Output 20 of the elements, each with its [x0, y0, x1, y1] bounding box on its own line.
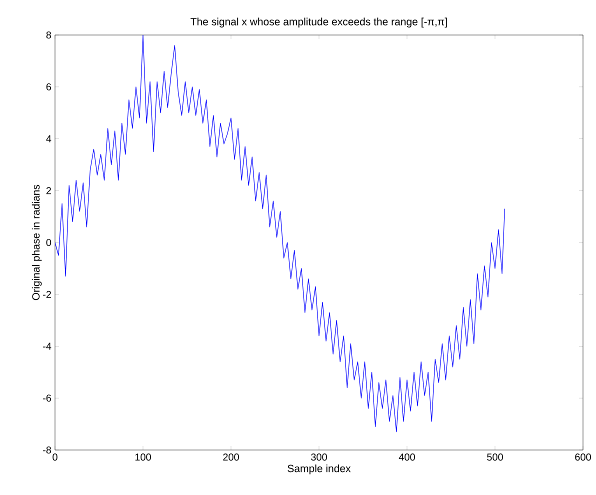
y-tick-label: -6 — [43, 394, 52, 402]
chart-title: The signal x whose amplitude exceeds the range [-π,π] — [190, 18, 447, 28]
y-tick-label: -8 — [43, 446, 52, 454]
line-series — [55, 35, 505, 432]
x-tick-label: 400 — [398, 454, 415, 461]
x-tick-label: 100 — [135, 454, 151, 461]
y-tick-label: 8 — [46, 31, 52, 39]
x-tick-label: 300 — [311, 454, 327, 461]
y-tick-label: 2 — [46, 187, 51, 194]
x-tick-label: 0 — [52, 454, 58, 461]
x-tick-label: 500 — [487, 454, 503, 461]
y-tick-label: -4 — [43, 342, 52, 350]
x-axis-title: Sample index — [288, 464, 351, 474]
y-tick-label: 0 — [46, 238, 52, 246]
y-tick-label: -2 — [43, 290, 51, 298]
y-tick-label: 6 — [46, 83, 52, 90]
y-tick-label: 4 — [46, 135, 52, 142]
x-tick-label: 200 — [223, 454, 239, 461]
x-tick-label: 600 — [575, 454, 591, 461]
y-axis-title: Original phase in radians — [32, 184, 42, 300]
